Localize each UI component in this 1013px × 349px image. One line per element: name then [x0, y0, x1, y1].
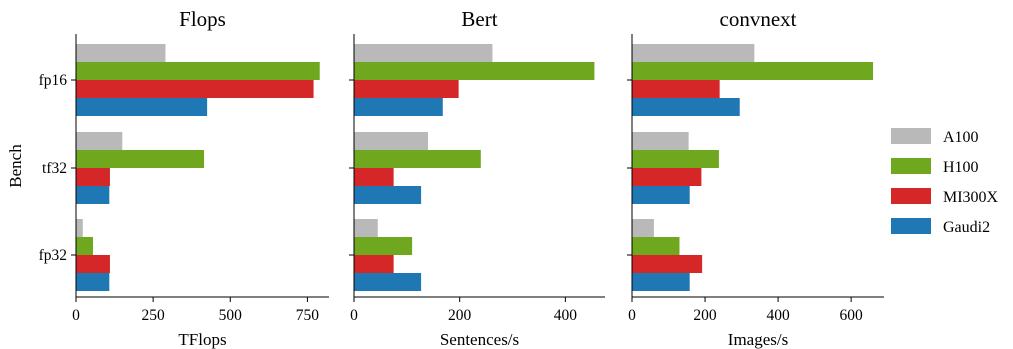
bar-bert-mi300x-tf32	[354, 168, 394, 186]
x-axis-label-1: Sentences/s	[440, 330, 519, 349]
bar-flops-h100-fp16	[76, 62, 320, 80]
y-tick-label-fp32: fp32	[39, 247, 67, 264]
bar-convnext-mi300x-tf32	[632, 168, 702, 186]
y-tick-label-fp16: fp16	[39, 72, 68, 89]
bar-bert-h100-fp32	[354, 237, 413, 255]
bar-flops-gaudi2-fp16	[76, 98, 208, 116]
legend-label-mi300x: MI300X	[943, 189, 999, 206]
bar-bert-gaudi2-fp32	[354, 273, 422, 291]
legend-swatch-mi300x	[891, 188, 931, 204]
bar-flops-mi300x-fp32	[76, 255, 110, 273]
x-tick-label-0-2: 500	[219, 307, 243, 324]
x-tick-label-1-0: 0	[350, 307, 358, 324]
bar-flops-a100-fp16	[76, 44, 166, 62]
x-tick-label-0-0: 0	[72, 307, 80, 324]
x-tick-label-1-2: 400	[554, 307, 578, 324]
bar-convnext-gaudi2-fp32	[632, 273, 690, 291]
legend-swatch-h100	[891, 158, 931, 174]
panel-title-1: Bert	[461, 7, 497, 31]
bar-flops-a100-fp32	[76, 219, 83, 237]
bar-bert-gaudi2-fp16	[354, 98, 443, 116]
bar-bert-mi300x-fp32	[354, 255, 394, 273]
bar-flops-h100-tf32	[76, 150, 205, 168]
bar-convnext-h100-fp16	[632, 62, 874, 80]
bar-flops-gaudi2-tf32	[76, 186, 110, 204]
x-tick-label-2-3: 600	[840, 307, 864, 324]
panel-title-2: convnext	[720, 7, 797, 31]
bar-convnext-mi300x-fp32	[632, 255, 703, 273]
legend-swatch-gaudi2	[891, 218, 931, 234]
x-axis-label-2: Images/s	[728, 330, 788, 349]
y-axis-label: Bench	[6, 144, 25, 188]
bar-convnext-a100-fp32	[632, 219, 654, 237]
panel-title-0: Flops	[179, 7, 226, 31]
x-axis-label-0: TFlops	[178, 330, 226, 349]
legend-label-h100: H100	[943, 159, 979, 176]
bar-convnext-h100-fp32	[632, 237, 680, 255]
bar-bert-h100-fp16	[354, 62, 595, 80]
x-tick-label-2-2: 400	[766, 307, 790, 324]
bar-bert-h100-tf32	[354, 150, 481, 168]
bar-flops-mi300x-tf32	[76, 168, 110, 186]
bar-flops-h100-fp32	[76, 237, 93, 255]
x-tick-label-0-1: 250	[142, 307, 166, 324]
bar-bert-a100-tf32	[354, 132, 428, 150]
bar-bert-gaudi2-tf32	[354, 186, 422, 204]
bar-flops-mi300x-fp16	[76, 80, 314, 98]
bar-convnext-h100-tf32	[632, 150, 719, 168]
x-tick-label-2-0: 0	[628, 307, 636, 324]
bar-convnext-gaudi2-fp16	[632, 98, 740, 116]
legend-label-a100: A100	[943, 129, 979, 146]
bar-convnext-a100-tf32	[632, 132, 689, 150]
bar-convnext-a100-fp16	[632, 44, 755, 62]
legend-label-gaudi2: Gaudi2	[943, 219, 990, 236]
bar-bert-a100-fp16	[354, 44, 493, 62]
bar-flops-gaudi2-fp32	[76, 273, 110, 291]
bar-convnext-mi300x-fp16	[632, 80, 720, 98]
x-tick-label-1-1: 200	[448, 307, 472, 324]
y-tick-label-tf32: tf32	[42, 160, 67, 177]
bar-bert-a100-fp32	[354, 219, 378, 237]
x-tick-label-2-1: 200	[693, 307, 717, 324]
x-tick-label-0-3: 750	[296, 307, 320, 324]
bar-flops-a100-tf32	[76, 132, 123, 150]
bar-bert-mi300x-fp16	[354, 80, 459, 98]
bar-convnext-gaudi2-tf32	[632, 186, 690, 204]
legend-swatch-a100	[891, 128, 931, 144]
